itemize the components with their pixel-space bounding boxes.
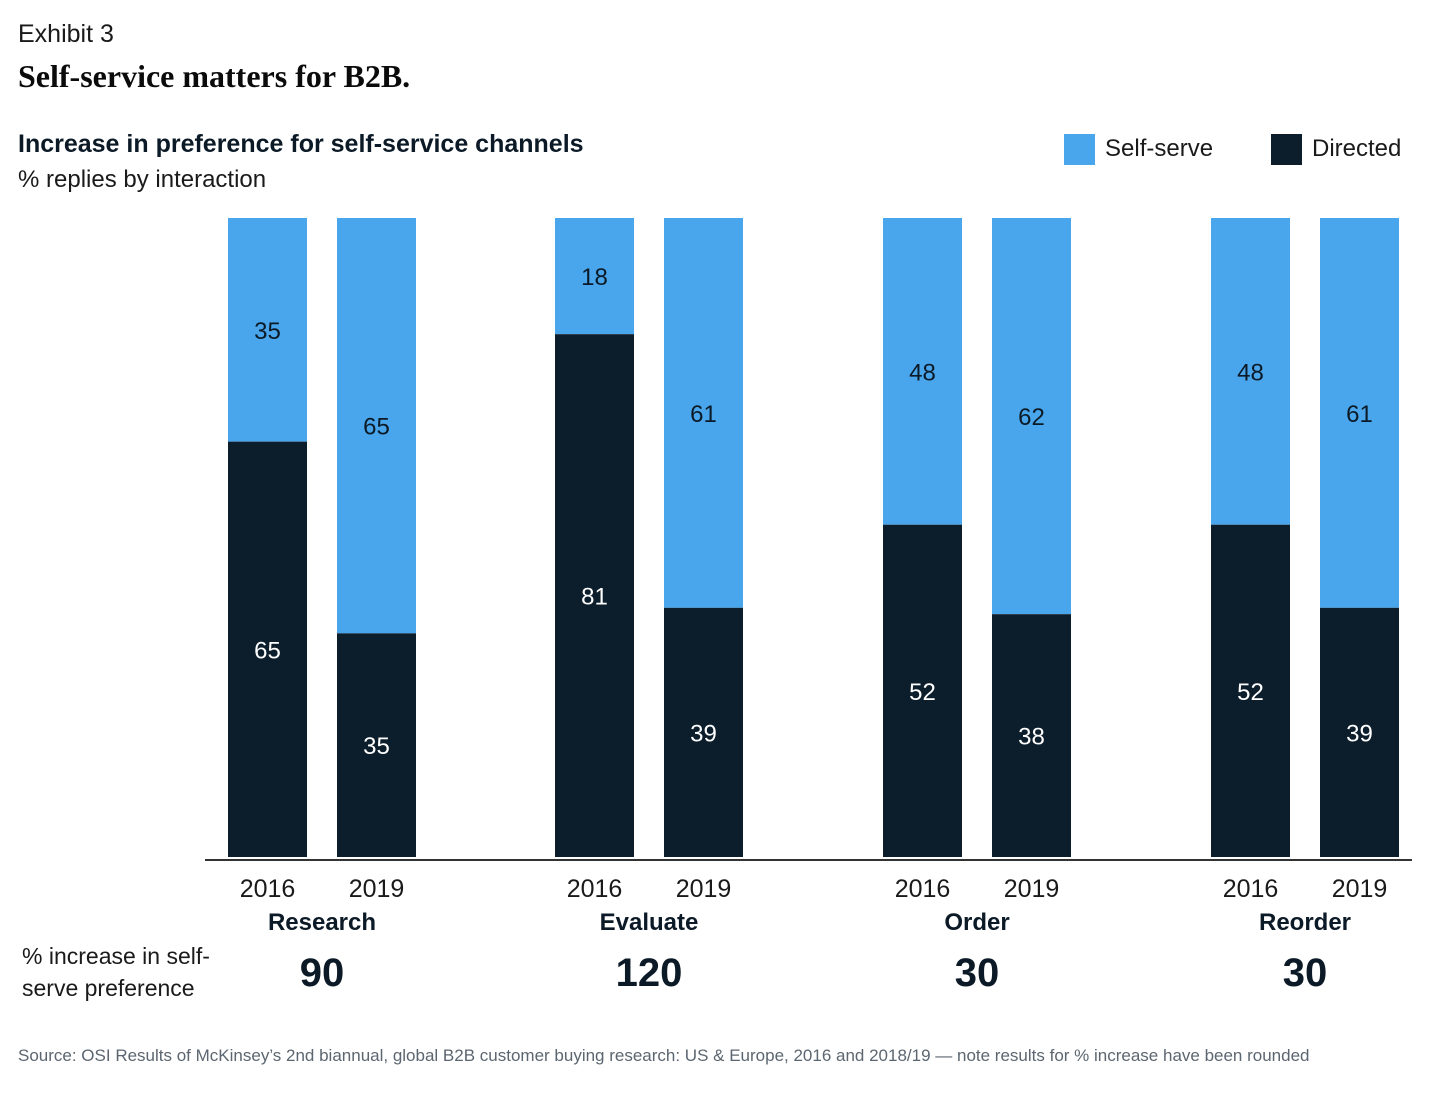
percent-increase-value-research: 90 [300,951,345,995]
data-label-directed-evaluate-2019: 39 [690,720,717,747]
bar-segment-self-serve-research-2016 [228,218,307,442]
x-tick-label-research-2019: 2019 [349,875,405,903]
x-tick-label-reorder-2016: 2016 [1223,875,1279,903]
x-tick-label-evaluate-2019: 2019 [676,875,732,903]
x-tick-label-evaluate-2016: 2016 [567,875,623,903]
bar-segment-directed-reorder-2019 [1320,607,1399,857]
bar-segment-directed-order-2019 [992,614,1071,857]
data-label-self-serve-order-2019: 62 [1018,404,1045,431]
percent-increase-value-evaluate: 120 [616,951,683,995]
bar-segment-self-serve-reorder-2016 [1211,218,1290,525]
bar-segment-directed-research-2016 [228,441,307,857]
bar-segment-directed-evaluate-2016 [555,334,634,857]
group-label-reorder: Reorder [1259,909,1351,936]
bar-segment-self-serve-order-2016 [883,218,962,525]
percent-increase-label: % increase in self-serve preference [22,943,210,1001]
x-tick-label-order-2019: 2019 [1004,875,1060,903]
x-tick-label-order-2016: 2016 [895,875,951,903]
bar-segment-self-serve-evaluate-2019 [664,218,743,608]
bar-segment-self-serve-reorder-2019 [1320,218,1399,608]
data-label-self-serve-evaluate-2016: 18 [581,264,608,291]
x-tick-label-research-2016: 2016 [240,875,296,903]
bar-segment-self-serve-evaluate-2016 [555,218,634,335]
x-tick-label-reorder-2019: 2019 [1332,875,1388,903]
legend-label-self-serve: Self-serve [1105,135,1214,162]
data-label-self-serve-research-2019: 65 [363,414,390,441]
stacked-bar-chart: 35 65 2016 65 35 2019 Research 90 18 81 2016 61 39 20… [205,218,1412,995]
bar-segment-self-serve-research-2019 [337,218,416,634]
group-label-research: Research [268,909,376,936]
page-title: Self-service matters for B2B. [18,58,411,94]
data-label-directed-order-2019: 38 [1018,724,1045,751]
data-label-directed-research-2016: 65 [254,637,281,664]
group-label-order: Order [944,909,1009,936]
data-label-self-serve-evaluate-2019: 61 [690,401,717,428]
data-label-directed-reorder-2019: 39 [1346,720,1373,747]
legend-item-directed: Directed [1271,133,1401,165]
group-label-evaluate: Evaluate [600,909,699,936]
bar-segment-directed-research-2019 [337,633,416,857]
data-label-directed-order-2016: 52 [909,679,936,706]
data-label-directed-research-2019: 35 [363,733,390,760]
data-label-self-serve-order-2016: 48 [909,359,936,386]
bar-segment-directed-reorder-2016 [1211,524,1290,857]
percent-increase-value-reorder: 30 [1283,951,1328,995]
legend-swatch-self-serve [1064,133,1095,165]
chart-subtitle: % replies by interaction [18,166,267,193]
data-label-self-serve-reorder-2019: 61 [1346,401,1373,428]
bar-segment-self-serve-order-2019 [992,218,1071,615]
bar-segment-directed-evaluate-2019 [664,607,743,857]
chart-title: Increase in preference for self-service … [18,130,584,158]
data-label-self-serve-reorder-2016: 48 [1237,359,1264,386]
legend-item-self-serve: Self-serve [1064,133,1213,165]
percent-increase-value-order: 30 [955,951,1000,995]
data-label-directed-reorder-2016: 52 [1237,679,1264,706]
exhibit-label: Exhibit 3 [18,20,114,48]
legend-label-directed: Directed [1312,135,1402,162]
source-note: Source: OSI Results of McKinsey’s 2nd bi… [18,1046,1310,1065]
data-label-self-serve-research-2016: 35 [254,318,281,345]
bar-segment-directed-order-2016 [883,524,962,857]
legend-swatch-directed [1271,133,1302,165]
data-label-directed-evaluate-2016: 81 [581,584,608,611]
